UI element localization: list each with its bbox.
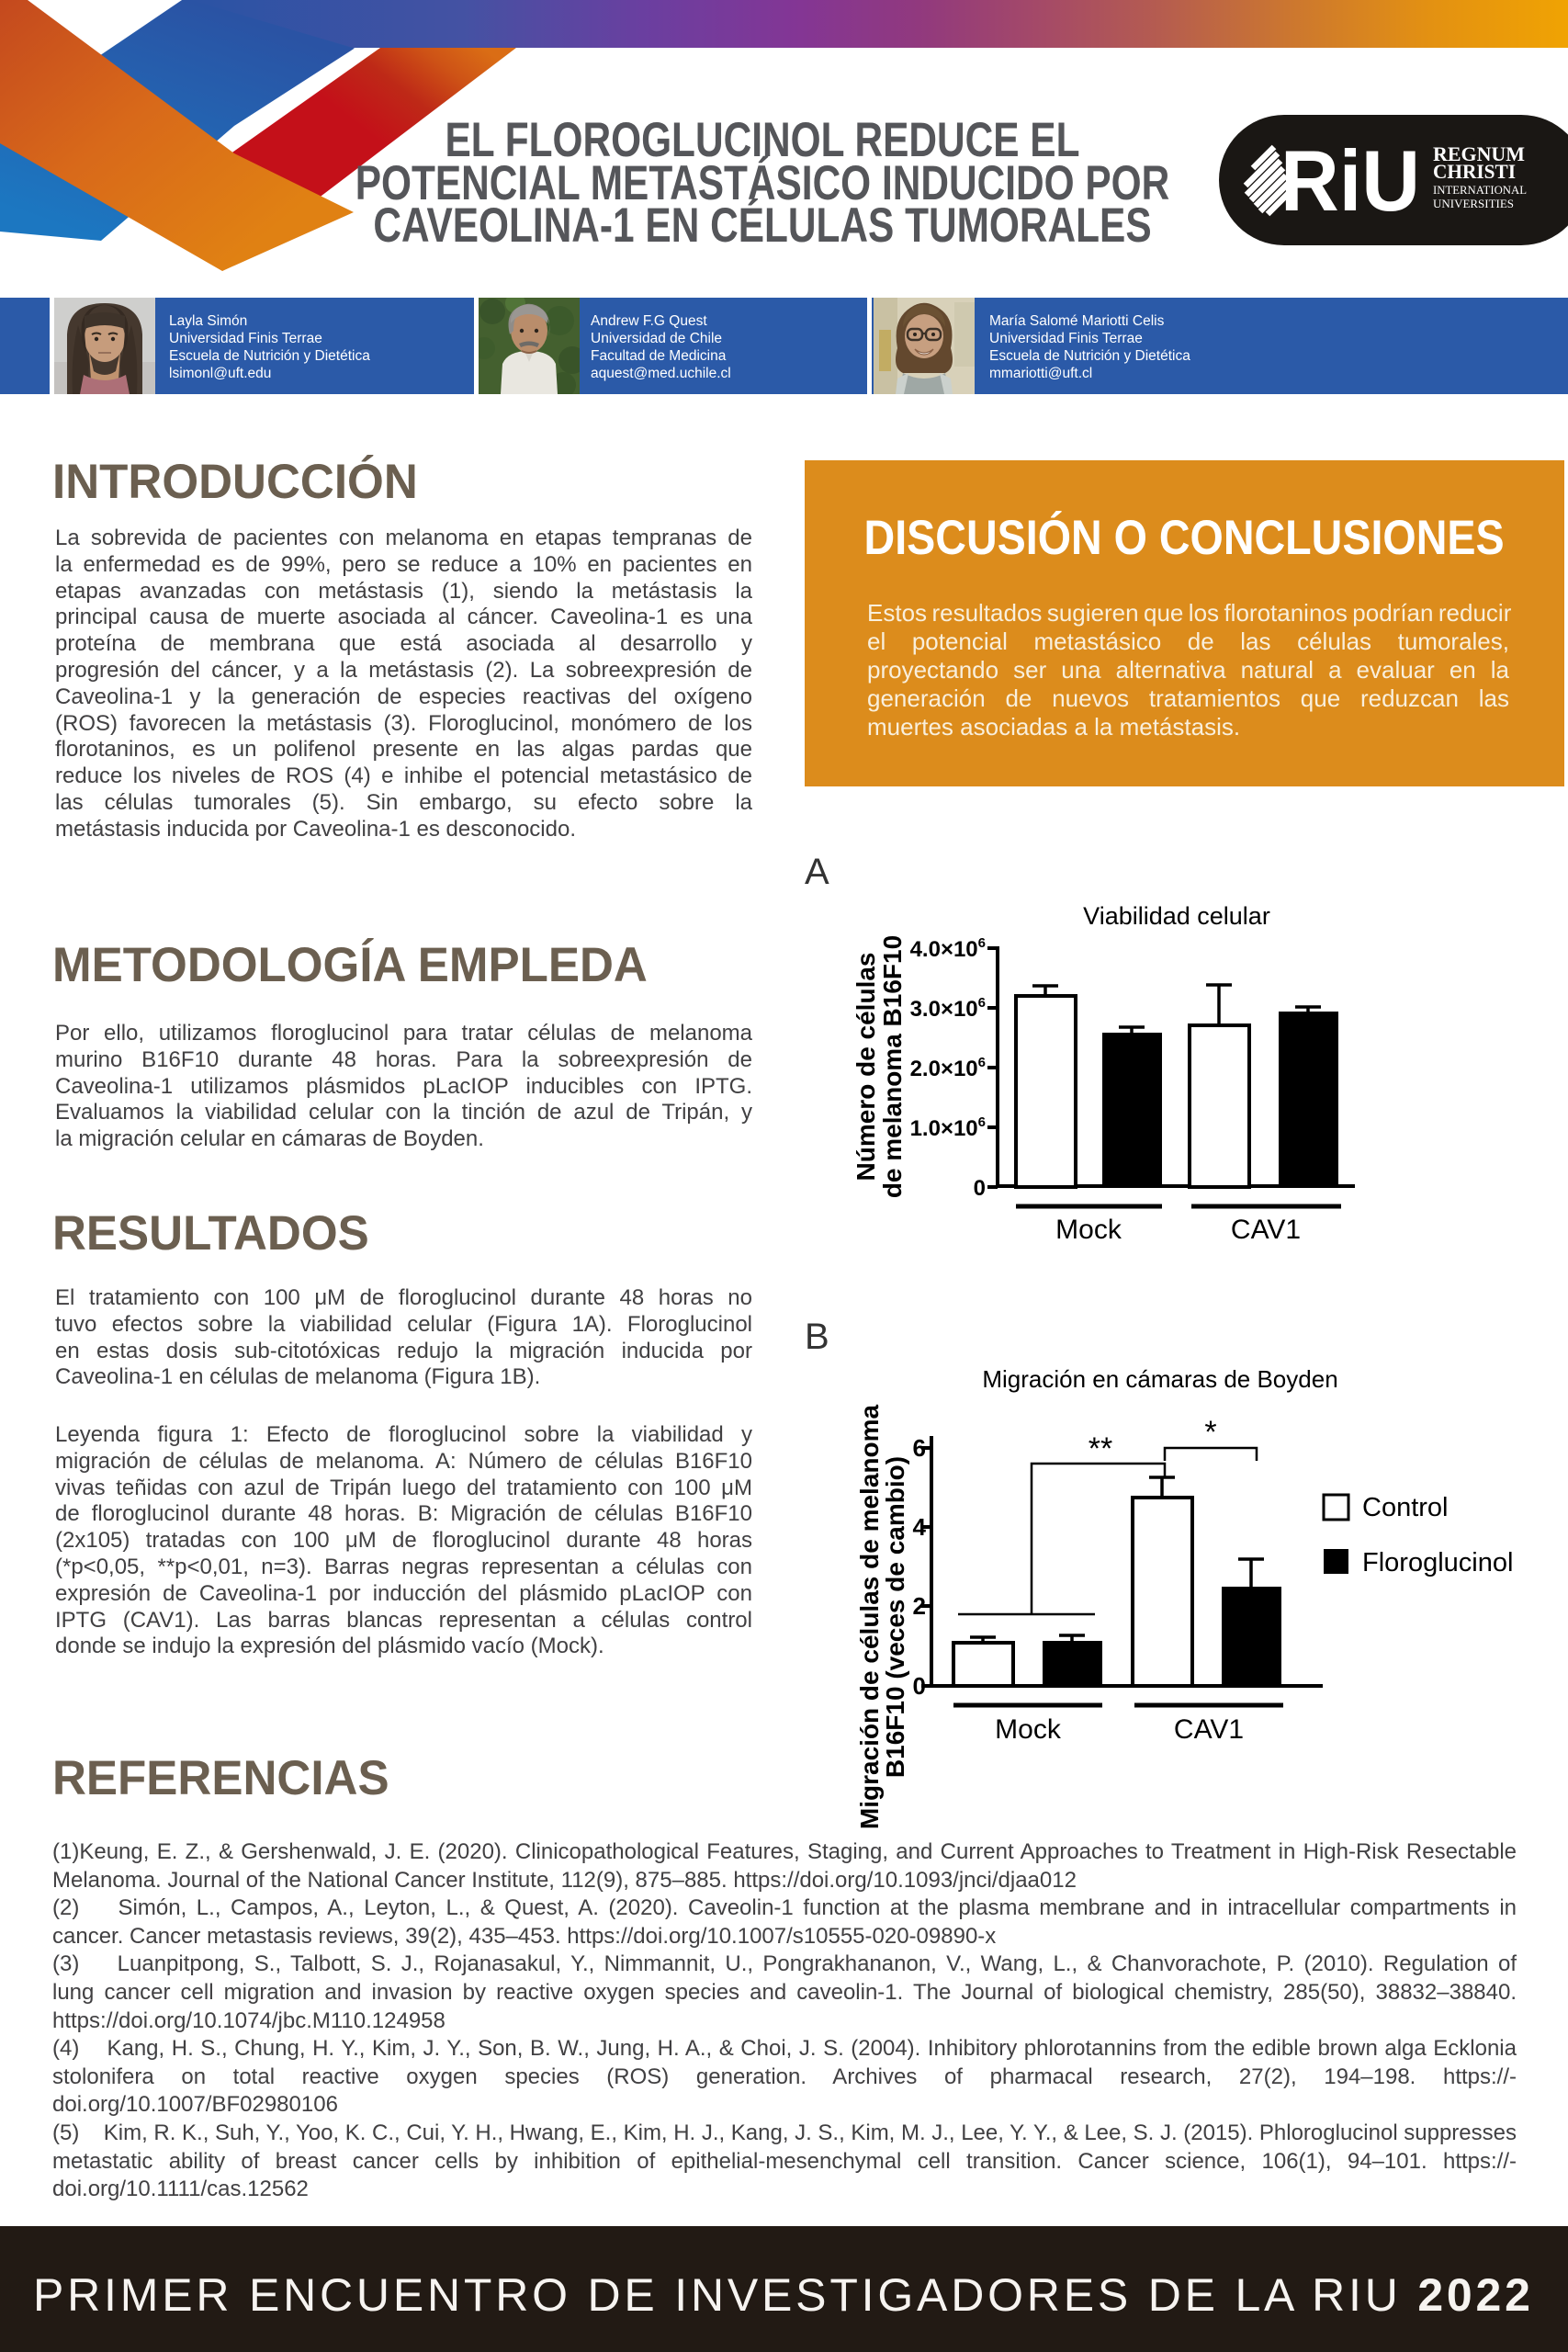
svg-text:Migración de células de melano: Migración de células de melanoma	[855, 1405, 884, 1829]
svg-text:2.0×106: 2.0×106	[910, 1055, 986, 1081]
svg-text:Viabilidad celular: Viabilidad celular	[1083, 902, 1270, 930]
svg-text:4: 4	[913, 1513, 927, 1541]
svg-text:0: 0	[913, 1672, 926, 1700]
svg-text:**: **	[1089, 1431, 1112, 1466]
svg-text:Floroglucinol: Floroglucinol	[1362, 1548, 1513, 1577]
svg-text:B: B	[805, 1317, 829, 1357]
svg-text:B16F10 (veces de cambio): B16F10 (veces de cambio)	[881, 1456, 909, 1778]
svg-text:RiU: RiU	[1280, 132, 1420, 229]
svg-text:de melanoma B16F10: de melanoma B16F10	[878, 935, 907, 1198]
svg-text:Mock: Mock	[1055, 1215, 1122, 1245]
svg-text:0: 0	[974, 1176, 986, 1201]
svg-text:Número de células: Número de células	[852, 953, 880, 1182]
svg-text:CAV1: CAV1	[1174, 1714, 1244, 1745]
svg-text:CAV1: CAV1	[1231, 1215, 1301, 1245]
svg-text:Mock: Mock	[995, 1714, 1062, 1745]
svg-text:1.0×106: 1.0×106	[910, 1114, 986, 1141]
svg-text:Migración en cámaras de Boyden: Migración en cámaras de Boyden	[982, 1365, 1337, 1393]
svg-text:A: A	[805, 852, 829, 892]
svg-text:Control: Control	[1362, 1493, 1449, 1522]
svg-text:6: 6	[913, 1434, 926, 1462]
svg-text:2: 2	[913, 1592, 926, 1620]
svg-text:CHRISTI: CHRISTI	[1433, 160, 1516, 183]
svg-text:4.0×106: 4.0×106	[910, 935, 986, 962]
svg-text:3.0×106: 3.0×106	[910, 995, 986, 1022]
svg-text:REGNUM: REGNUM	[1433, 142, 1525, 165]
svg-text:*: *	[1204, 1415, 1216, 1450]
svg-text:UNIVERSITIES: UNIVERSITIES	[1433, 198, 1514, 210]
svg-text:INTERNATIONAL: INTERNATIONAL	[1433, 184, 1527, 197]
